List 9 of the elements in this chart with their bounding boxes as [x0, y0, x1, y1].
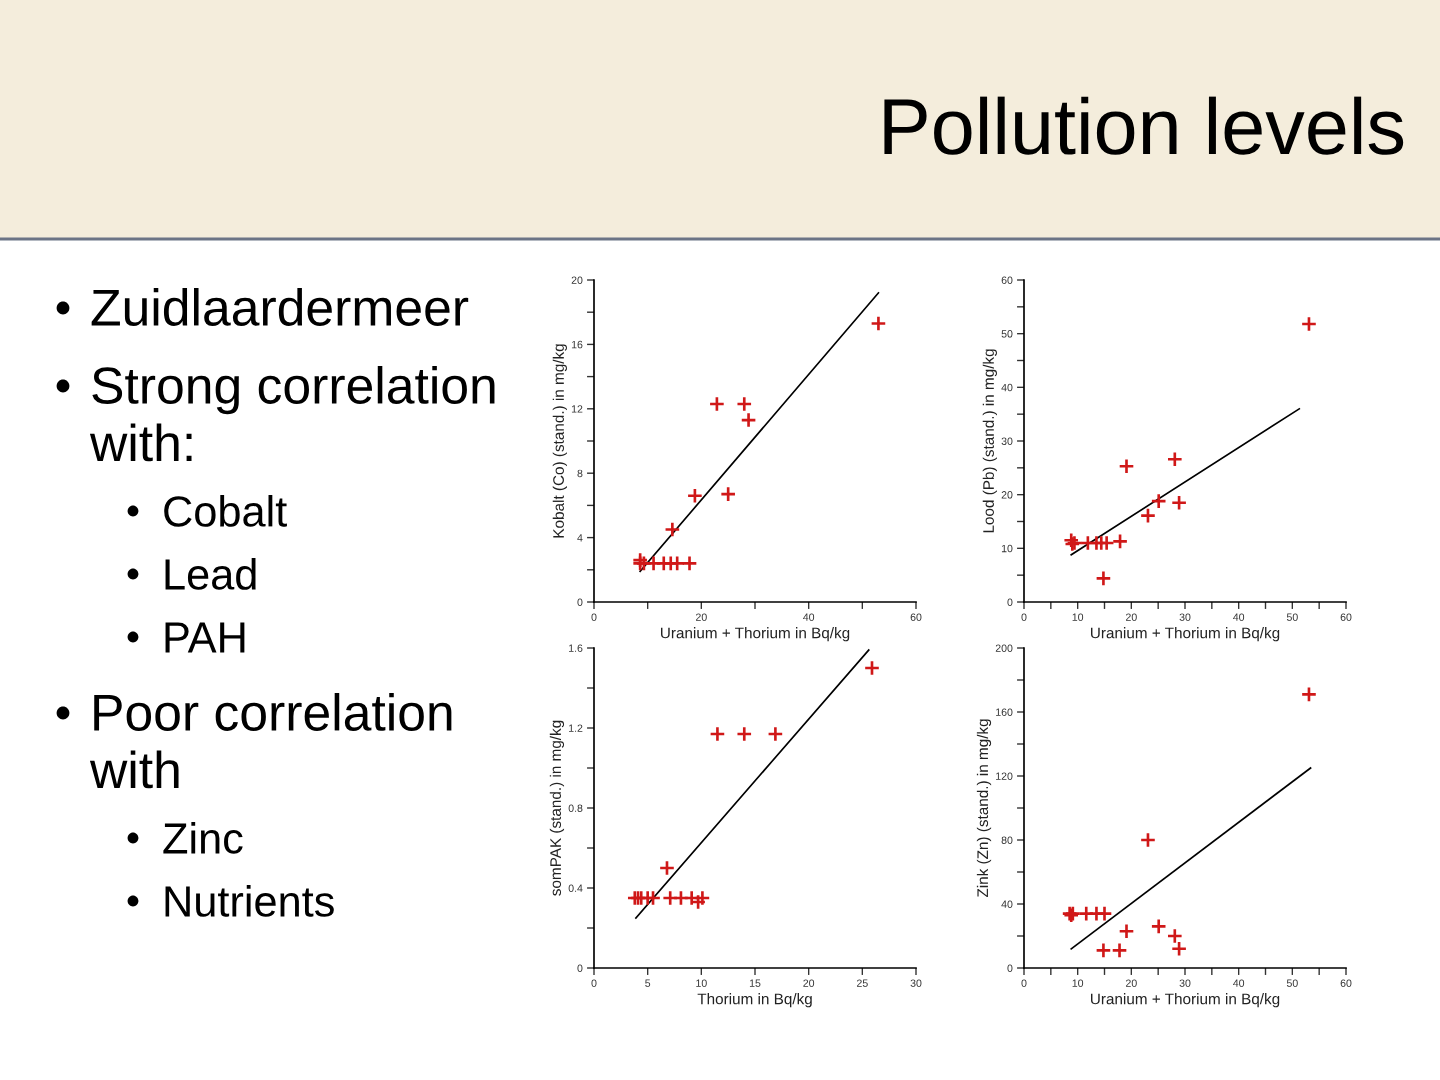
text: Zuidlaardermeer	[91, 288, 469, 326]
text: Nutrients	[165, 885, 334, 917]
text: Poor correlation with	[89, 693, 452, 789]
text: Zinc	[163, 822, 243, 854]
text: Pollution levels	[884, 96, 1404, 155]
text: Strong correlation with:	[89, 366, 495, 462]
text: Lead	[165, 558, 256, 590]
text: Cobalt	[164, 495, 287, 527]
text: PAH	[165, 622, 245, 653]
